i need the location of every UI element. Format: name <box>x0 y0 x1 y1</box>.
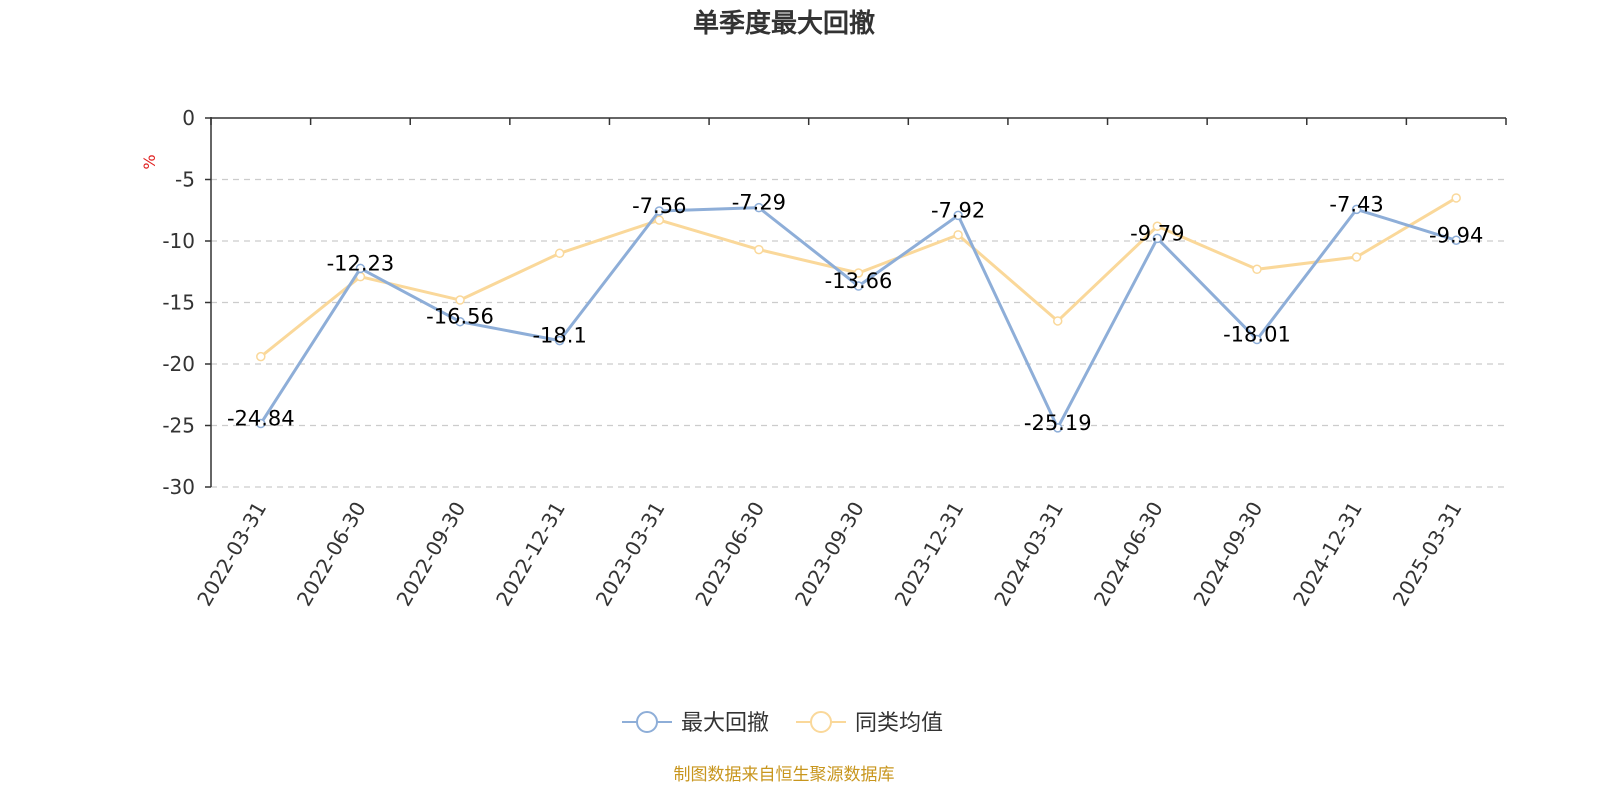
y-tick-label: -25 <box>162 414 195 438</box>
legend-marker <box>636 711 658 733</box>
data-label: -25.19 <box>1024 411 1092 435</box>
data-point <box>1252 264 1262 275</box>
data-label: -16.56 <box>426 305 494 329</box>
x-tick-label: 2023-12-31 <box>890 498 969 611</box>
data-point <box>754 202 764 213</box>
data-point <box>1052 316 1063 326</box>
data-point <box>256 418 266 429</box>
data-point <box>1252 334 1262 345</box>
data-label: -18.01 <box>1223 323 1291 347</box>
x-tick-label: 2022-09-30 <box>391 498 470 611</box>
data-point <box>754 244 764 255</box>
data-label: -7.43 <box>1329 192 1383 216</box>
legend-item-max-drawdown[interactable]: 最大回撤 <box>622 711 769 736</box>
data-label: -9.79 <box>1130 221 1184 245</box>
data-label: -7.92 <box>931 198 985 222</box>
data-label: -18.1 <box>532 324 586 348</box>
chart-title: 单季度最大回撤 <box>693 8 875 39</box>
data-labels: -24.84 -12.23 -16.56 -18.1 -7.56 -7.29 -13.66 -… <box>227 191 1483 435</box>
x-tick-label: 2023-06-30 <box>690 498 769 611</box>
legend-label: 最大回撤 <box>681 711 769 736</box>
data-label: -7.29 <box>732 191 786 215</box>
x-tick-label: 2024-03-31 <box>989 498 1068 611</box>
y-axis-unit: % <box>140 154 159 169</box>
data-point <box>256 351 266 362</box>
y-tick-label: 0 <box>182 106 195 130</box>
data-point <box>1351 252 1362 262</box>
data-point <box>953 210 963 221</box>
data-source-note: 制图数据来自恒生聚源数据库 <box>674 765 895 785</box>
grid-lines <box>211 178 1506 488</box>
data-point <box>1152 233 1163 244</box>
data-point <box>1052 423 1063 433</box>
data-label: -7.56 <box>632 194 686 218</box>
series <box>256 193 1461 433</box>
x-tick-label: 2023-03-31 <box>591 498 670 611</box>
x-tick-label: 2025-03-31 <box>1388 498 1467 611</box>
legend[interactable]: 最大回撤 同类均值 <box>622 711 943 736</box>
legend-marker <box>810 711 832 733</box>
x-tick-label: 2024-12-31 <box>1288 498 1367 611</box>
y-tick-label: -15 <box>162 291 195 315</box>
x-tick-label: 2022-12-31 <box>491 498 570 611</box>
legend-label: 同类均值 <box>855 711 943 736</box>
data-point <box>1152 221 1163 231</box>
data-point <box>1351 204 1362 215</box>
y-tick-label: -5 <box>175 168 195 192</box>
data-label: -13.66 <box>825 269 893 293</box>
data-point <box>554 248 565 259</box>
data-label: -9.94 <box>1429 223 1483 247</box>
x-tick-label: 2022-03-31 <box>192 498 271 611</box>
data-point <box>355 263 366 274</box>
x-tick-label: 2024-09-30 <box>1188 498 1267 611</box>
x-tick-label: 2023-09-30 <box>790 498 869 611</box>
y-tick-label: -10 <box>162 229 195 253</box>
data-point <box>455 316 465 327</box>
data-point <box>654 215 665 225</box>
x-tick-label: 2024-06-30 <box>1089 498 1168 611</box>
y-tick-label: -30 <box>162 475 195 499</box>
data-point <box>554 335 565 346</box>
data-point <box>853 281 864 291</box>
data-label: -24.84 <box>227 407 295 431</box>
data-point <box>455 295 465 305</box>
x-tick-label: 2022-06-30 <box>292 498 371 611</box>
y-tick-label: -20 <box>162 352 195 376</box>
data-point <box>1451 193 1461 203</box>
legend-item-peer-average[interactable]: 同类均值 <box>796 711 943 736</box>
data-point <box>1451 235 1461 246</box>
data-point <box>654 206 665 216</box>
data-label: -12.23 <box>327 251 395 275</box>
data-point <box>953 230 963 240</box>
data-point <box>853 268 864 278</box>
